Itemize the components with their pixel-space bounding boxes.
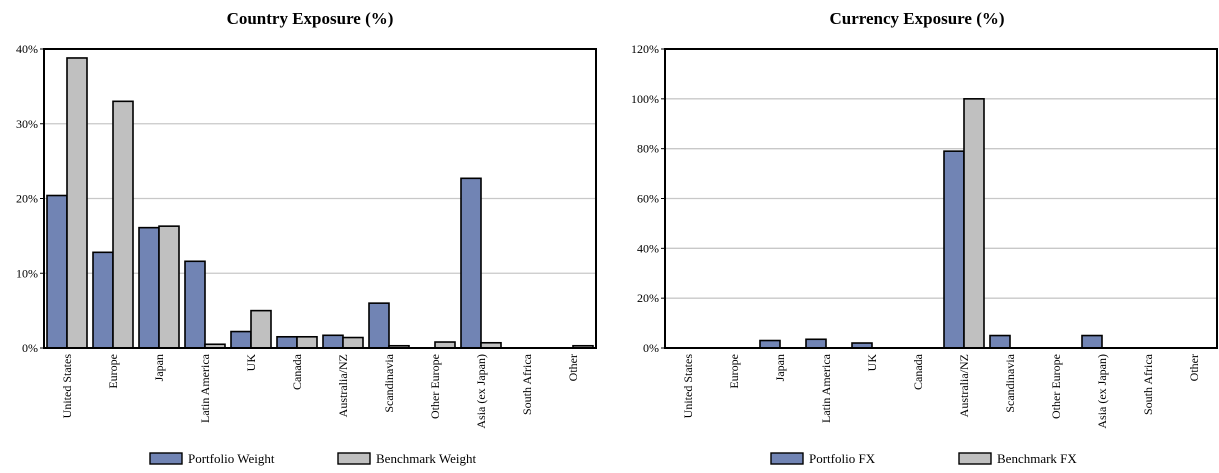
bar-portfolio: [230, 330, 252, 349]
bar-benchmark: [158, 225, 180, 349]
bar-portfolio: [92, 251, 114, 349]
y-tick-label: 40%: [637, 241, 659, 255]
y-tick-label: 0%: [22, 341, 38, 355]
x-category-label: Other Europe: [428, 354, 442, 419]
bar-portfolio: [1081, 334, 1103, 349]
bar-portfolio: [368, 302, 390, 349]
x-category-label: Other: [566, 354, 580, 381]
legend-label: Benchmark FX: [997, 451, 1077, 466]
x-category-label: South Africa: [1141, 353, 1155, 415]
x-category-label: Asia (ex Japan): [1095, 354, 1109, 429]
y-tick-label: 20%: [637, 291, 659, 305]
y-tick-label: 100%: [631, 92, 659, 106]
bar-portfolio: [460, 177, 482, 349]
y-tick-label: 10%: [16, 266, 38, 280]
x-category-label: Latin America: [198, 353, 212, 423]
y-tick-label: 0%: [643, 341, 659, 355]
x-category-label: Asia (ex Japan): [474, 354, 488, 429]
chart-1: Currency Exposure (%) 0% 20% 40% 60% 80% 100% 1…: [631, 9, 1218, 466]
bar-portfolio: [46, 194, 68, 349]
bar-portfolio: [943, 150, 965, 349]
x-category-label: Latin America: [819, 353, 833, 423]
chart-title: Country Exposure (%): [227, 9, 394, 28]
x-category-label: Australia/NZ: [336, 354, 350, 417]
x-category-label: Europe: [106, 354, 120, 389]
y-tick-label: 40%: [16, 42, 38, 56]
legend-label: Benchmark Weight: [376, 451, 477, 466]
x-category-label: Europe: [727, 354, 741, 389]
x-category-label: UK: [244, 354, 258, 372]
bar-portfolio: [138, 226, 160, 349]
bar-benchmark: [66, 57, 88, 349]
y-tick-label: 60%: [637, 192, 659, 206]
y-tick-label: 30%: [16, 117, 38, 131]
bar-portfolio: [322, 334, 344, 349]
x-category-label: Canada: [911, 353, 925, 390]
x-category-label: Japan: [152, 354, 166, 381]
x-category-label: Australia/NZ: [957, 354, 971, 417]
bar-portfolio: [276, 335, 298, 349]
chart-title: Currency Exposure (%): [829, 9, 1004, 28]
x-category-label: Other: [1187, 354, 1201, 381]
x-category-label: Scandinavia: [382, 353, 396, 412]
bar-portfolio: [759, 339, 781, 349]
bar-benchmark: [250, 309, 272, 349]
x-category-label: Other Europe: [1049, 354, 1063, 419]
chart-0: Country Exposure (%) 0% 10% 20% 30% 40% United…: [16, 9, 597, 466]
legend-swatch: [337, 452, 371, 465]
legend-swatch: [770, 452, 804, 465]
x-category-label: Japan: [773, 354, 787, 381]
legend: Portfolio FX Benchmark FX: [770, 451, 1077, 466]
legend-swatch: [149, 452, 183, 465]
bar-benchmark: [296, 335, 318, 349]
y-tick-label: 20%: [16, 192, 38, 206]
x-category-label: United States: [681, 354, 695, 419]
bar-portfolio: [989, 334, 1011, 349]
x-category-label: South Africa: [520, 353, 534, 415]
legend-swatch: [958, 452, 992, 465]
x-category-label: Scandinavia: [1003, 353, 1017, 412]
y-tick-label: 120%: [631, 42, 659, 56]
bar-benchmark: [342, 336, 364, 349]
bar-portfolio: [805, 338, 827, 349]
bar-portfolio: [184, 260, 206, 349]
x-category-label: Canada: [290, 353, 304, 390]
legend-label: Portfolio FX: [809, 451, 876, 466]
bar-benchmark: [112, 100, 134, 349]
y-tick-label: 80%: [637, 142, 659, 156]
legend-label: Portfolio Weight: [188, 451, 275, 466]
legend: Portfolio Weight Benchmark Weight: [149, 451, 477, 466]
x-category-label: United States: [60, 354, 74, 419]
bar-benchmark: [963, 98, 985, 349]
x-category-label: UK: [865, 354, 879, 372]
